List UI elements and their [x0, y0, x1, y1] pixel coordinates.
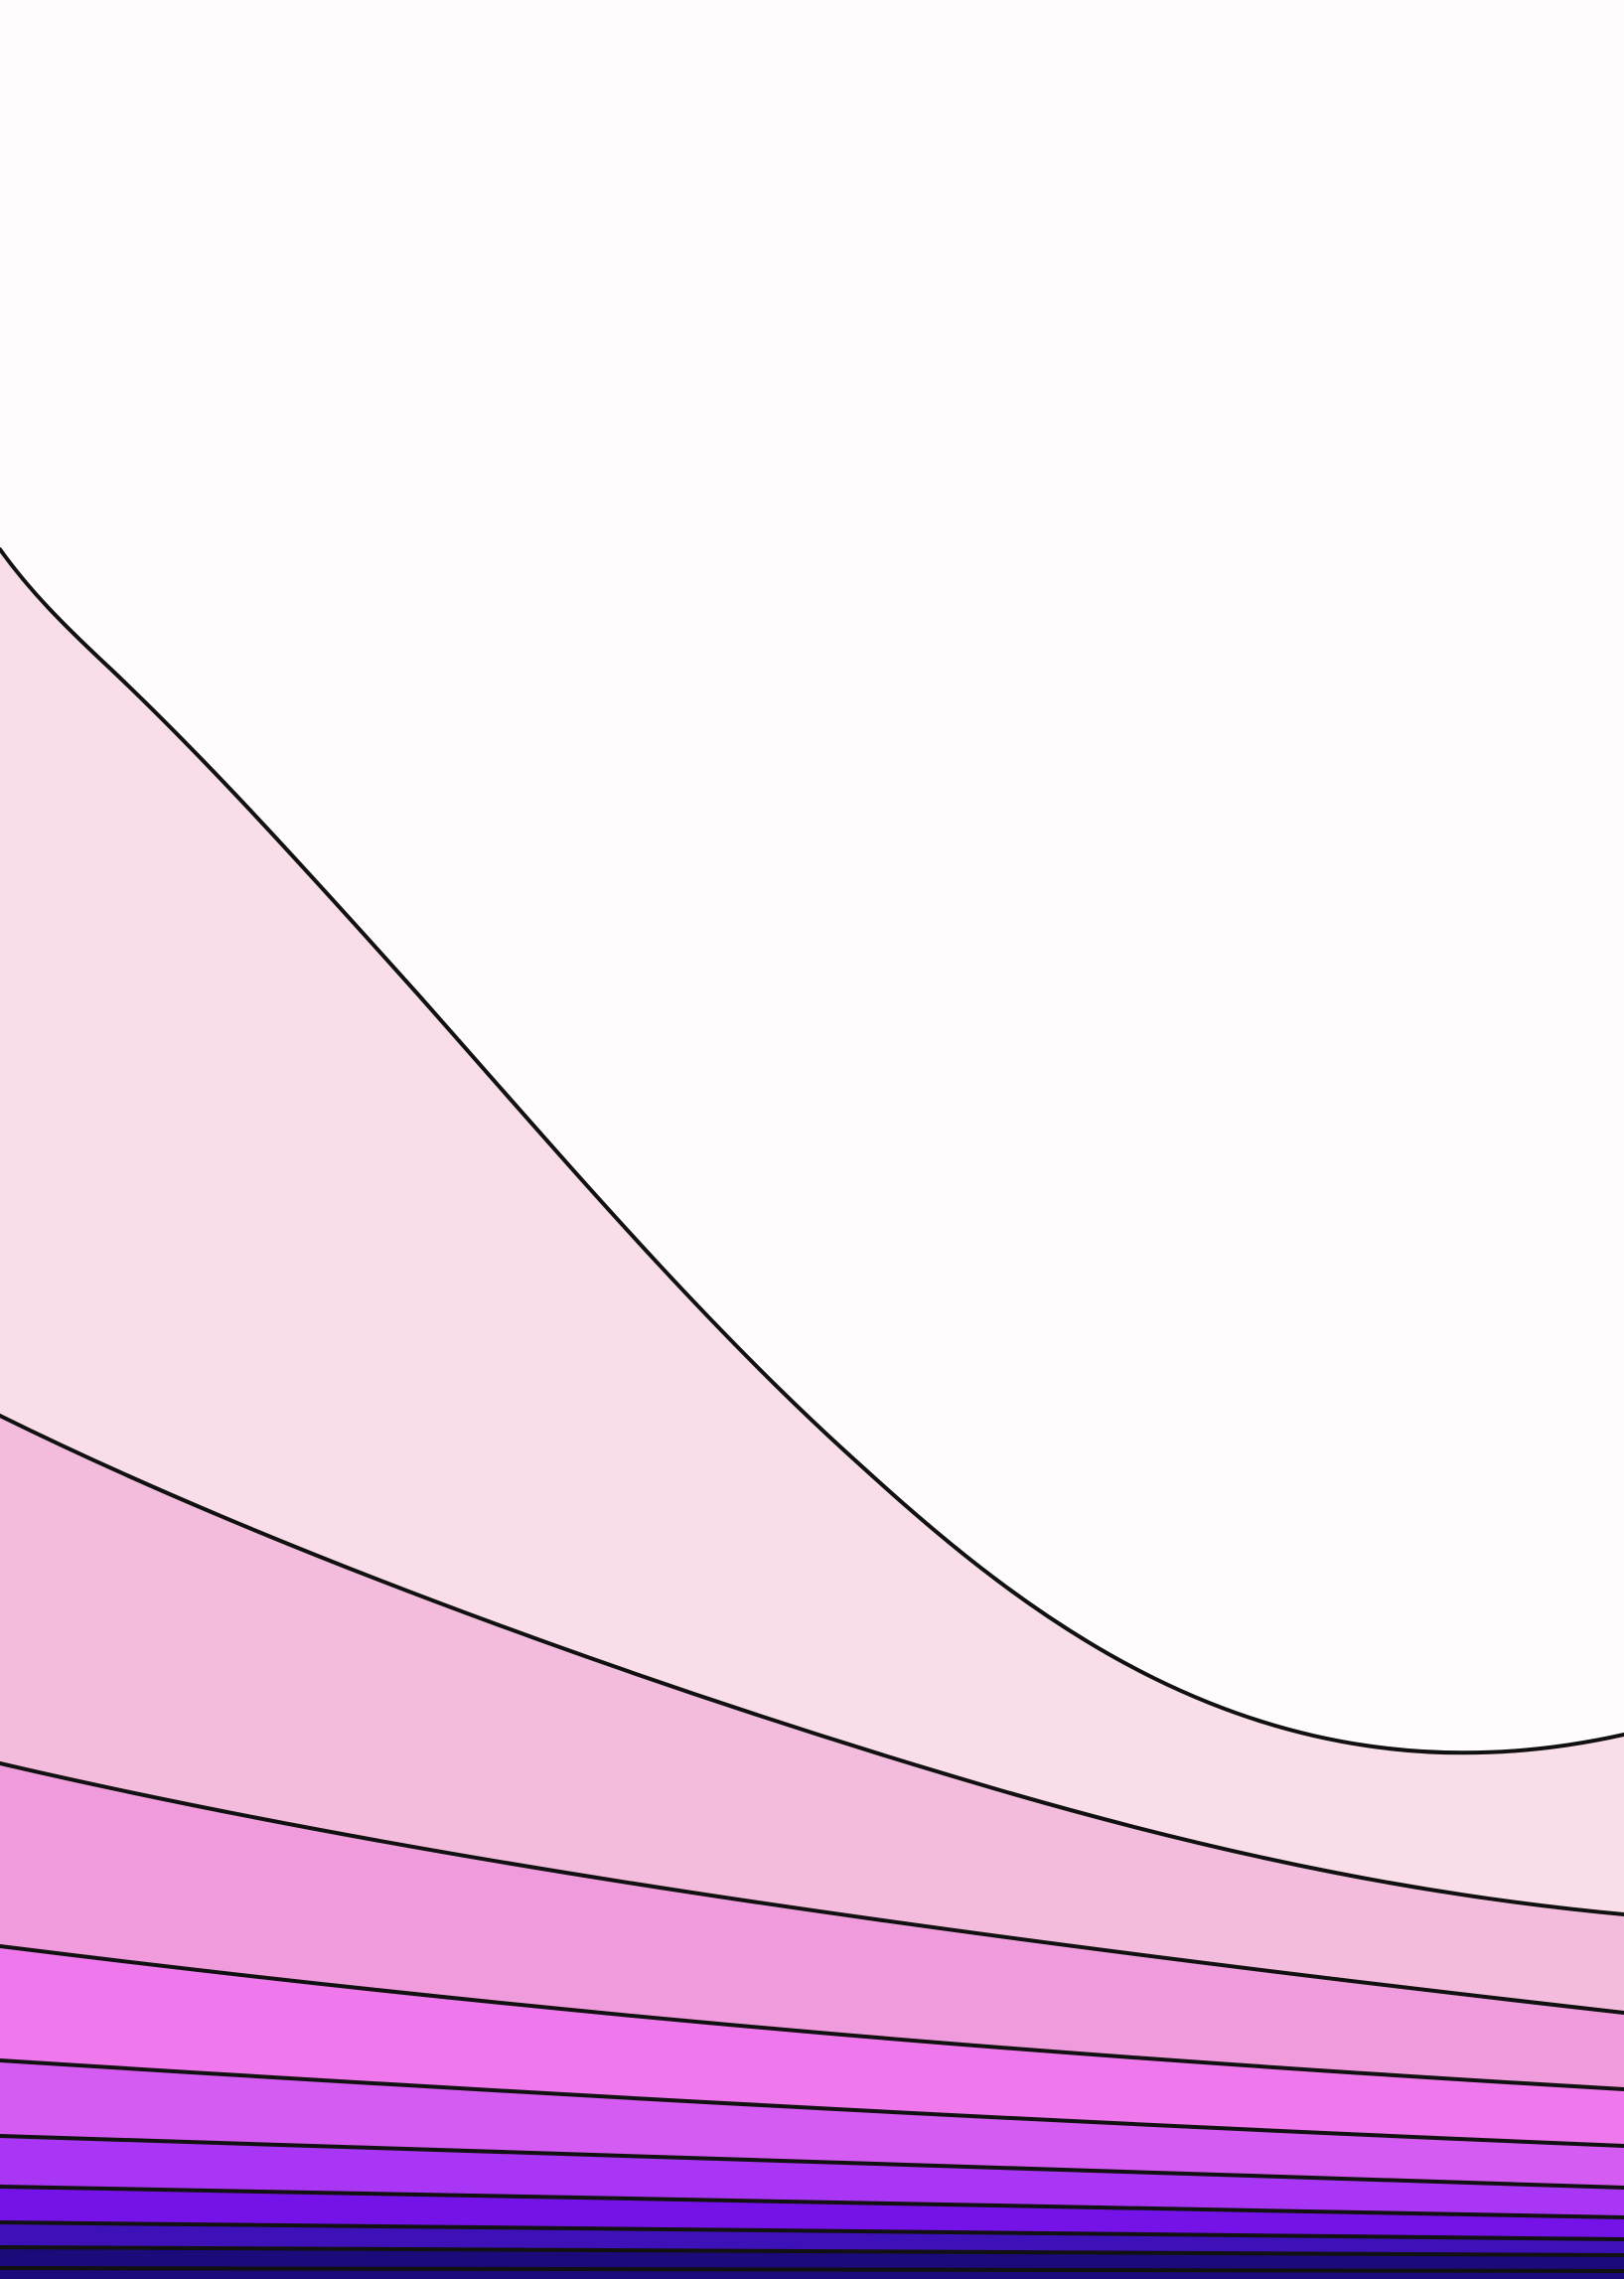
contour-line-5 — [0, 2058, 1624, 2148]
contour-line-2 — [0, 1414, 1624, 1916]
contour-line-4 — [0, 1944, 1624, 2091]
contour-line-10 — [0, 2266, 1624, 2273]
contour-line-1 — [0, 547, 1624, 1755]
contour-line-3 — [0, 1761, 1624, 2015]
contour-line-6 — [0, 2134, 1624, 2190]
contour-line-7 — [0, 2185, 1624, 2219]
contour-line-9 — [0, 2245, 1624, 2257]
contour-line-8 — [0, 2220, 1624, 2241]
